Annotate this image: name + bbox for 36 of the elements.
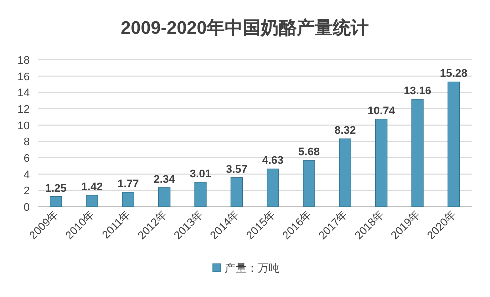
data-label: 3.57 — [226, 164, 248, 176]
y-tick-label: 18 — [18, 55, 30, 67]
bar — [194, 182, 207, 208]
bar — [412, 99, 424, 208]
data-label: 10.74 — [368, 105, 396, 118]
y-tick-label: 4 — [24, 169, 30, 182]
y-tick-label: 0 — [24, 202, 30, 214]
data-label: 5.68 — [298, 146, 320, 159]
legend-label: 产量：万吨 — [225, 262, 280, 275]
data-label: 1.42 — [82, 181, 103, 194]
y-tick-label: 16 — [18, 71, 30, 84]
bar — [339, 138, 352, 208]
data-label: 13.16 — [404, 86, 432, 98]
bar — [122, 192, 135, 208]
bar — [266, 168, 280, 208]
bar — [375, 118, 388, 208]
y-tick-label: 12 — [18, 104, 30, 116]
bar — [158, 188, 171, 208]
y-tick-label: 8 — [24, 136, 30, 149]
data-label: 1.77 — [118, 178, 140, 191]
bar — [303, 160, 316, 208]
data-label: 3.01 — [190, 168, 212, 180]
data-label: 15.28 — [440, 68, 468, 80]
y-tick-label: 6 — [24, 153, 30, 165]
bar — [230, 178, 244, 208]
bar — [448, 82, 460, 208]
chart-title: 2009-2020年中国奶酪产量统计 — [120, 18, 370, 38]
bar — [86, 195, 98, 208]
bar — [50, 196, 62, 208]
y-tick-label: 10 — [18, 120, 30, 132]
y-tick-label: 2 — [24, 186, 30, 198]
y-tick-label: 14 — [18, 88, 30, 100]
data-label: 8.32 — [334, 125, 356, 138]
data-label: 2.34 — [154, 174, 176, 186]
data-label: 1.25 — [45, 182, 67, 195]
data-label: 4.63 — [262, 155, 284, 168]
